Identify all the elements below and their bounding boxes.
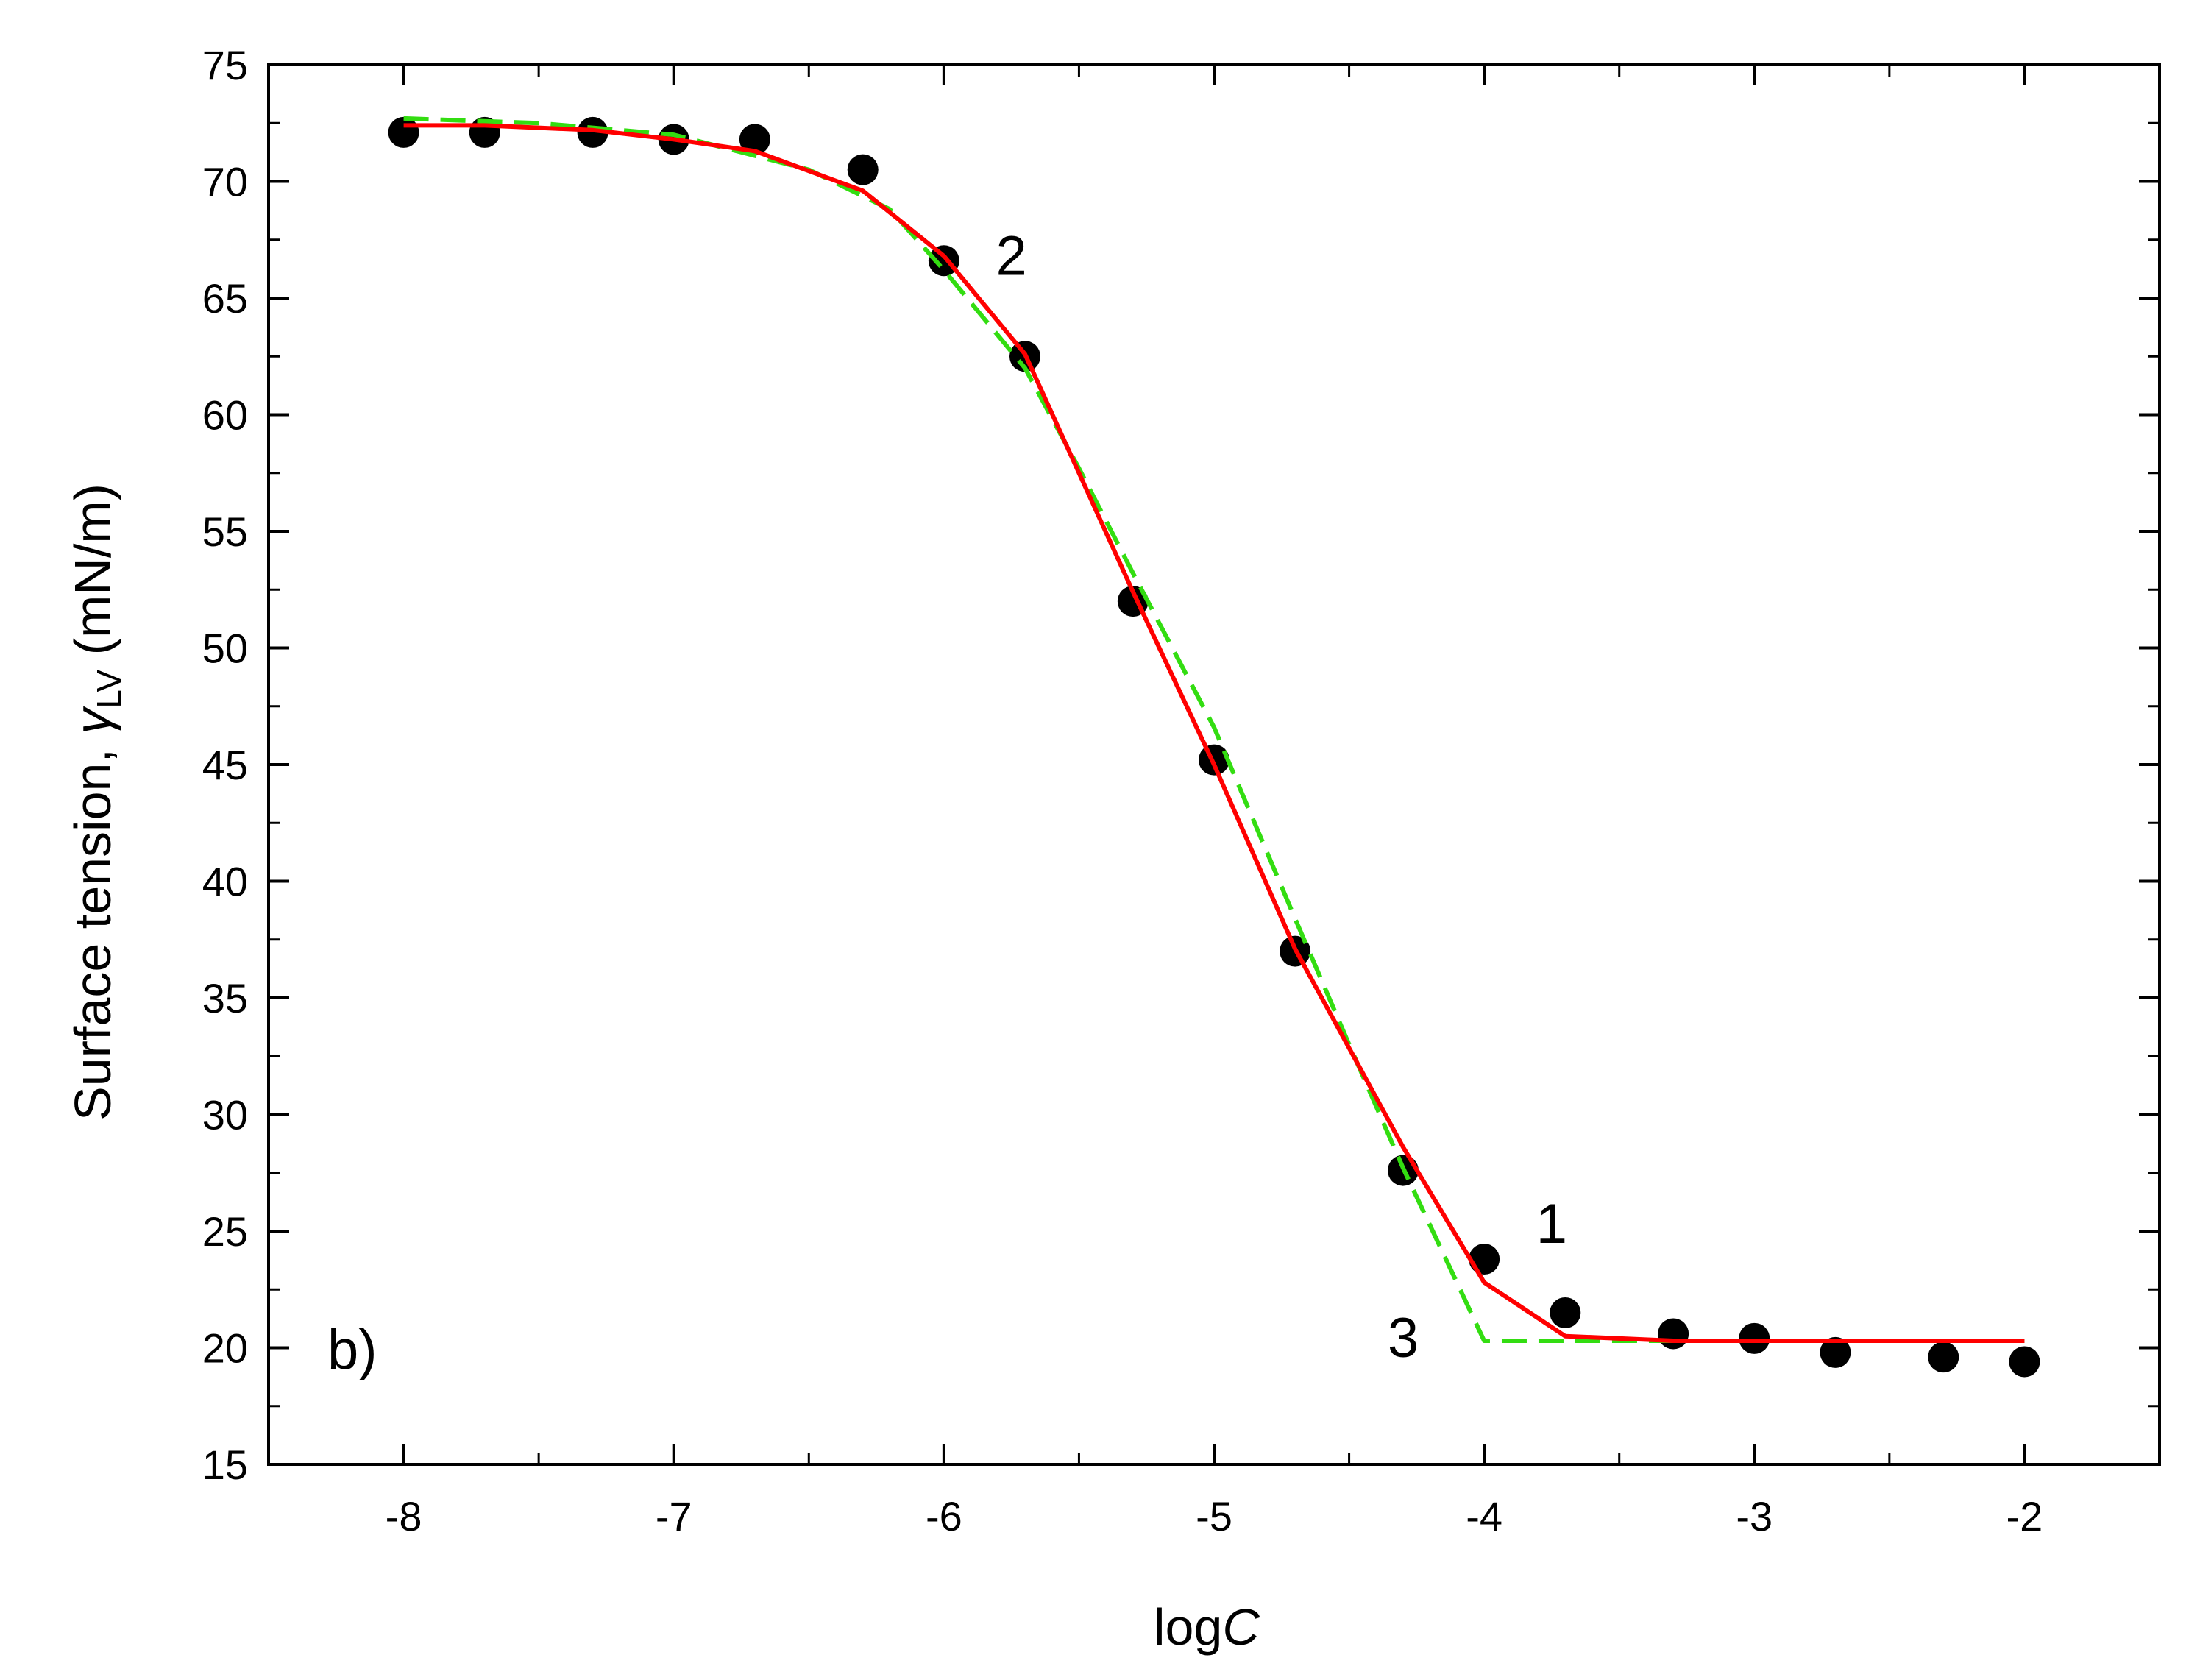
y-tick-label: 75	[202, 42, 248, 88]
x-tick-label: -7	[656, 1493, 692, 1539]
x-tick-label: -3	[1736, 1493, 1773, 1539]
panel-label: b)	[327, 1319, 377, 1381]
y-tick-label: 70	[202, 159, 248, 205]
data-point	[848, 155, 879, 185]
data-point	[1658, 1318, 1689, 1349]
chart: -8 -7 -6 -5 -4 -3 -2 15 20 25 30 35 40 45 50 55 60 65 70 7…	[0, 0, 2200, 1680]
y-tick-label: 40	[202, 859, 248, 905]
y-axis-title: Surface tension, γLV (mN/m)	[64, 483, 128, 1121]
x-tick-label: -4	[1466, 1493, 1502, 1539]
curve-label-1: 1	[1536, 1193, 1567, 1255]
x-axis-title: logC	[1154, 1598, 1260, 1656]
y-tick-label: 30	[202, 1092, 248, 1138]
y-tick-label: 55	[202, 508, 248, 555]
data-point	[1550, 1297, 1580, 1328]
y-tick-label: 50	[202, 625, 248, 672]
x-tick-label: -6	[926, 1493, 962, 1539]
x-tick-label: -5	[1196, 1493, 1232, 1539]
data-point	[2009, 1347, 2040, 1378]
y-tick-label: 60	[202, 392, 248, 439]
y-tick-label: 65	[202, 275, 248, 322]
data-point	[388, 117, 419, 148]
y-tick-label: 20	[202, 1325, 248, 1372]
y-tick-label: 45	[202, 742, 248, 788]
data-point	[1469, 1244, 1500, 1275]
curve-label-3: 3	[1388, 1307, 1419, 1369]
data-point	[1739, 1323, 1770, 1354]
data-point	[1928, 1341, 1959, 1372]
curve-label-2: 2	[996, 224, 1027, 287]
x-tick-label: -8	[386, 1493, 422, 1539]
x-tick-label: -2	[2006, 1493, 2043, 1539]
y-tick-label: 35	[202, 975, 248, 1021]
y-tick-label: 25	[202, 1208, 248, 1255]
y-tick-label: 15	[202, 1442, 248, 1488]
